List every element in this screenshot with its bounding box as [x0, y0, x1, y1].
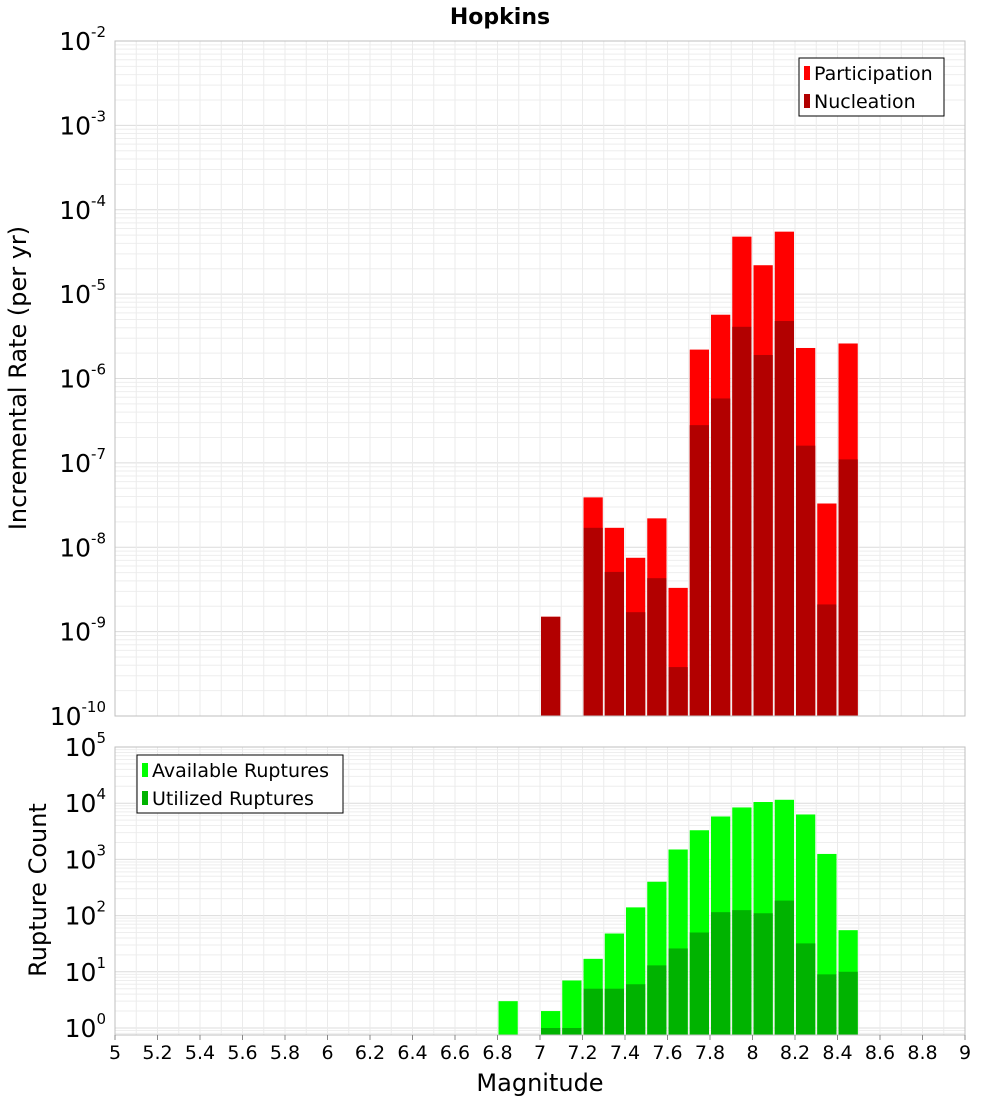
y-tick-label: 10-10: [50, 698, 106, 731]
x-tick-label: 5: [109, 1042, 121, 1064]
legend-box: [136, 754, 344, 814]
bar: [562, 980, 582, 1035]
x-tick-label: 5.8: [270, 1042, 300, 1064]
bar: [647, 578, 667, 716]
y-tick-label: 105: [65, 729, 106, 762]
bar: [817, 604, 837, 716]
bar: [796, 445, 816, 716]
bar: [583, 988, 603, 1035]
x-tick-label: 5.2: [142, 1042, 172, 1064]
bar: [732, 326, 752, 716]
x-tick-label: 8.2: [780, 1042, 810, 1064]
x-tick-label: 8.8: [907, 1042, 937, 1064]
rate-panel-y-axis-title: Incremental Rate (per yr): [4, 226, 32, 530]
bar: [668, 667, 688, 716]
series-utilized-ruptures: [541, 900, 858, 1035]
x-tick-label: 7.4: [610, 1042, 640, 1064]
bar: [838, 459, 858, 716]
x-tick-label: 8: [746, 1042, 758, 1064]
y-tick-label: 10-8: [59, 529, 106, 562]
bar: [838, 971, 858, 1035]
legend-box: [798, 57, 945, 117]
legend-label: Utilized Ruptures: [152, 788, 314, 810]
x-tick-label: 6.8: [482, 1042, 512, 1064]
bar: [689, 425, 709, 716]
x-tick-label: 5.4: [185, 1042, 215, 1064]
legend-label: Available Ruptures: [152, 760, 329, 782]
legend-swatch: [142, 763, 148, 777]
y-tick-label: 104: [65, 785, 106, 818]
y-tick-label: 102: [65, 898, 106, 931]
y-tick-label: 101: [65, 954, 106, 987]
x-tick-label: 9: [959, 1042, 971, 1064]
bar: [626, 612, 646, 716]
bar: [498, 1001, 518, 1035]
count-panel-y-axis-title: Rupture Count: [24, 803, 52, 977]
y-tick-label: 10-4: [59, 192, 106, 225]
y-tick-label: 100: [65, 1010, 106, 1043]
bar: [604, 988, 624, 1035]
grid: [114, 40, 966, 717]
y-tick-label: 103: [65, 841, 106, 874]
x-tick-label: 5.6: [227, 1042, 257, 1064]
bar: [774, 321, 794, 716]
bar: [774, 900, 794, 1035]
x-tick-label: 6: [321, 1042, 333, 1064]
y-tick-label: 10-9: [59, 614, 106, 647]
legend-swatch: [804, 66, 810, 80]
x-tick-label: 7.6: [652, 1042, 682, 1064]
bar: [689, 932, 709, 1035]
x-tick-label: 6.6: [440, 1042, 470, 1064]
count-panel: 100 101 102 103 104 105 Available Ruptures Util…: [65, 729, 966, 1043]
x-tick-label: 7.8: [695, 1042, 725, 1064]
bar: [796, 943, 816, 1035]
rate-panel: 10-10 10-9 10-8 10-7 10-6 10-5 10-4 10-3 10-2 Par…: [50, 23, 966, 731]
legend: Available Ruptures Utilized Ruptures: [136, 754, 344, 814]
plot-border: [114, 40, 966, 717]
legend-swatch: [142, 791, 148, 805]
x-tick-label: 6.2: [355, 1042, 385, 1064]
chart-title: Hopkins: [450, 5, 550, 30]
bar: [626, 984, 646, 1035]
x-tick-label: 8.4: [822, 1042, 852, 1064]
y-tick-label: 10-2: [59, 23, 106, 56]
legend: Participation Nucleation: [798, 57, 945, 117]
y-tick-label: 10-6: [59, 361, 106, 394]
x-tick-label: 7: [534, 1042, 546, 1064]
bar: [753, 354, 773, 716]
bar: [732, 910, 752, 1035]
legend-label: Participation: [814, 63, 933, 85]
bar: [541, 616, 561, 716]
x-tick-label: 8.6: [865, 1042, 895, 1064]
x-tick-label: 7.2: [567, 1042, 597, 1064]
bar: [817, 974, 837, 1035]
x-axis-title: Magnitude: [476, 1069, 603, 1097]
y-tick-label: 10-7: [59, 445, 106, 478]
bar: [562, 1027, 582, 1035]
bar: [711, 912, 731, 1035]
bar: [668, 948, 688, 1035]
bar: [541, 1027, 561, 1035]
bar: [753, 913, 773, 1035]
legend-label: Nucleation: [814, 91, 916, 113]
x-tick-label: 6.4: [397, 1042, 427, 1064]
y-tick-label: 10-5: [59, 276, 106, 309]
bar: [647, 965, 667, 1035]
bar: [711, 398, 731, 716]
x-axis: 5 5.2 5.4 5.6 5.8 6 6.2 6.4 6.6 6.8 7 7.2 7.4 7.6 7.8 8…: [109, 1035, 971, 1064]
series-nucleation: [541, 321, 858, 716]
legend-swatch: [804, 94, 810, 108]
y-tick-label: 10-3: [59, 107, 106, 140]
bar: [583, 527, 603, 716]
bar: [604, 571, 624, 716]
